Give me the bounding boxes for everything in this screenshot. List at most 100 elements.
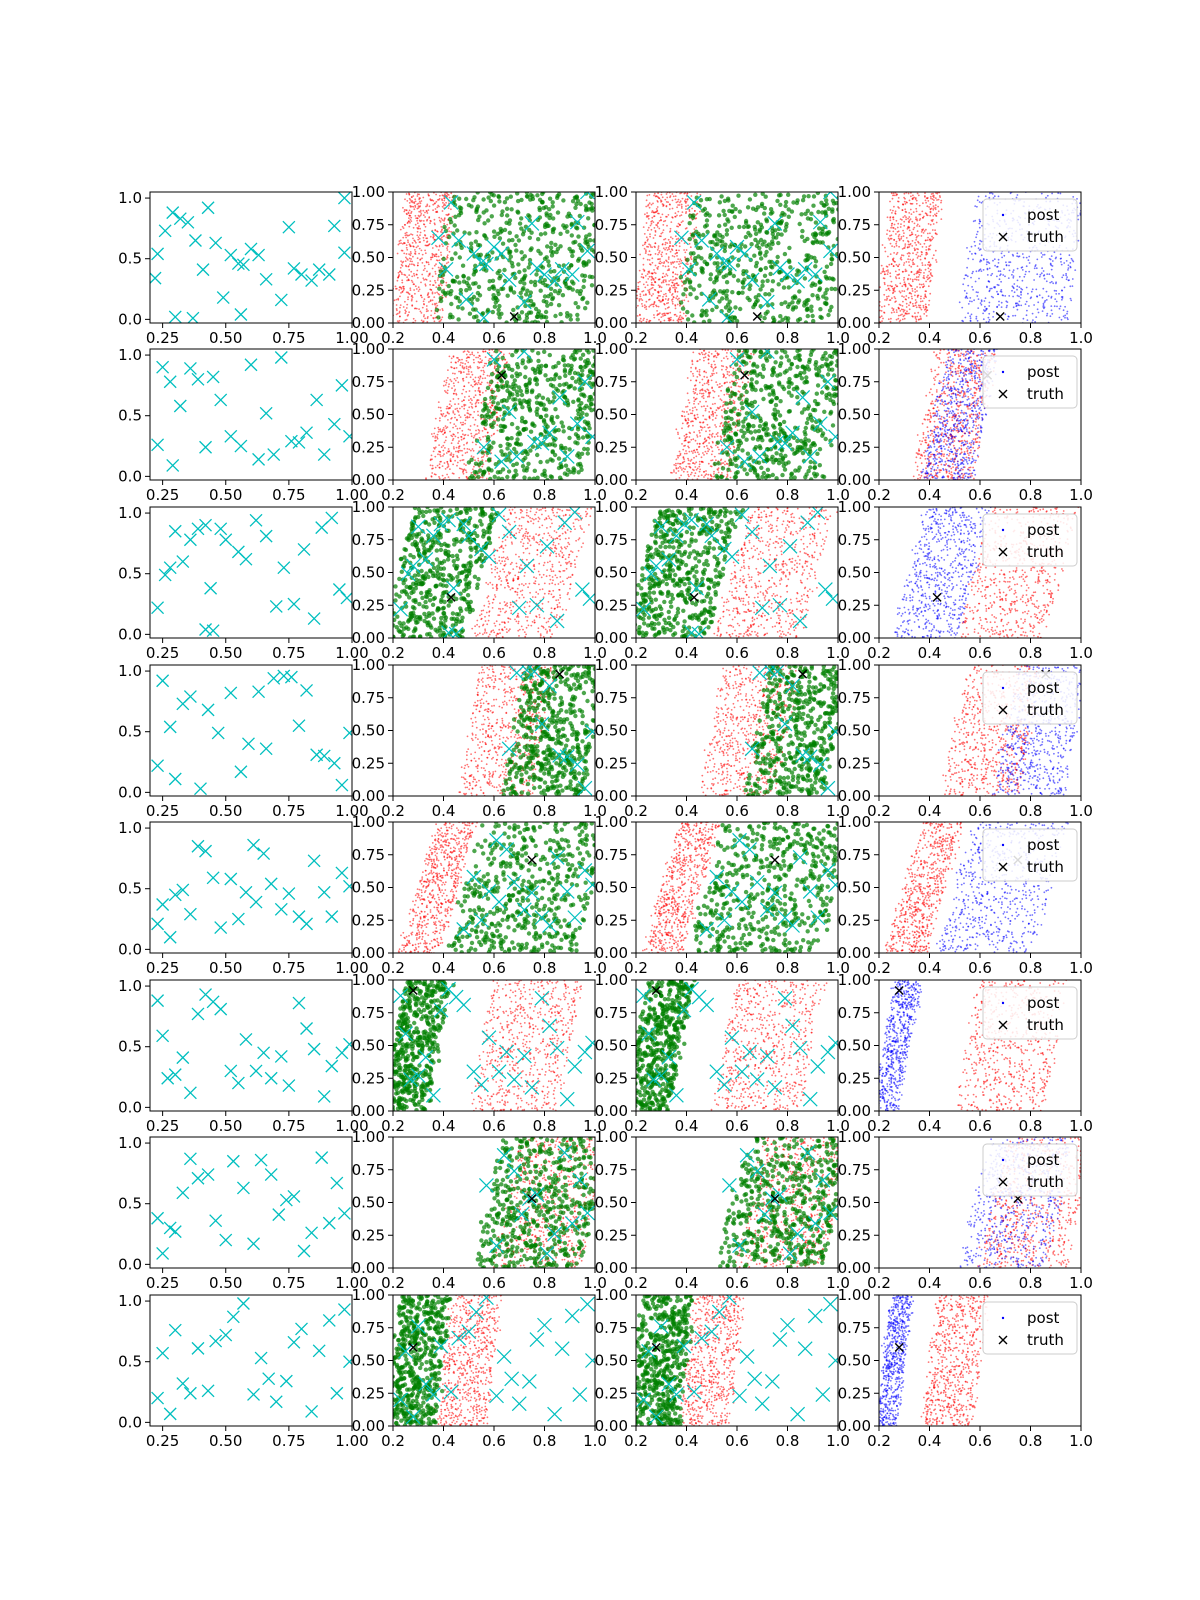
green-dot <box>722 212 727 218</box>
red-dot <box>666 242 669 245</box>
red-dot <box>886 266 889 268</box>
blue-post-dot <box>1036 258 1039 261</box>
blue-post-dot <box>1005 300 1008 303</box>
red-dot <box>919 243 922 246</box>
red-dot <box>923 242 926 245</box>
red-dot <box>488 473 490 475</box>
blue-post-dot <box>1066 310 1069 313</box>
red-dot <box>903 247 905 250</box>
green-dot <box>782 251 788 257</box>
cyan-x-marker <box>486 239 502 255</box>
red-dot <box>658 220 661 222</box>
green-dot <box>513 275 518 281</box>
green-dot <box>731 273 736 279</box>
green-dot <box>584 412 589 417</box>
green-dot <box>738 306 743 312</box>
red-dot <box>664 275 666 278</box>
green-dot <box>577 387 583 393</box>
cyan-x-marker <box>458 291 474 307</box>
green-dot <box>482 221 487 226</box>
x-tick-label: 0.4 <box>918 329 942 347</box>
red-dot <box>430 310 433 312</box>
red-dot <box>927 200 930 202</box>
red-dot <box>466 350 469 352</box>
blue-post-dot <box>1049 281 1052 284</box>
red-dot <box>903 296 905 298</box>
red-dot <box>438 428 440 431</box>
red-dot <box>887 271 889 273</box>
green-dot <box>693 238 698 244</box>
green-dot <box>515 392 520 398</box>
red-dot <box>437 431 440 433</box>
red-dot <box>922 217 924 219</box>
green-dot <box>713 276 719 281</box>
green-dot <box>729 225 734 230</box>
red-dot <box>665 312 668 315</box>
green-dot <box>701 319 707 323</box>
red-dot <box>444 415 446 418</box>
blue-post-dot <box>979 268 982 271</box>
red-dot <box>445 391 447 394</box>
x-tick-label: 0.2 <box>381 329 405 347</box>
red-dot <box>395 287 398 290</box>
green-dot <box>692 320 697 323</box>
red-dot <box>638 319 641 322</box>
red-dot <box>431 299 434 302</box>
red-dot <box>909 202 912 205</box>
green-dot <box>724 228 730 233</box>
red-dot <box>901 209 904 211</box>
red-dot <box>427 293 429 296</box>
cyan-x-marker <box>737 246 752 261</box>
cyan-x-marker <box>542 425 557 441</box>
blue-post-dot <box>988 267 991 270</box>
red-dot <box>652 305 655 308</box>
red-dot <box>882 269 885 271</box>
red-dot <box>652 303 655 306</box>
x-tick-label: 0.25 <box>146 486 179 504</box>
red-dot <box>433 218 436 221</box>
x-tick-label: 0.2 <box>867 329 891 347</box>
green-dot <box>730 315 735 320</box>
green-dot <box>552 289 558 294</box>
red-dot <box>924 308 927 310</box>
red-dot <box>676 225 678 228</box>
blue-post-dot <box>1034 264 1037 266</box>
cyan-x-marker <box>780 267 795 282</box>
red-dot <box>678 242 681 244</box>
red-dot <box>939 196 941 199</box>
red-dot <box>481 465 484 468</box>
red-dot <box>455 392 457 395</box>
cyan-x-marker <box>534 435 550 451</box>
subplot-r1-c2: 0.2 0.4 0.6 0.8 1.00.000.250.500.751.00 <box>352 183 607 347</box>
blue-post-dot <box>962 283 965 286</box>
blue-post-dot <box>971 300 973 303</box>
green-dot <box>692 271 698 277</box>
red-dot <box>901 254 903 257</box>
red-dot <box>479 361 482 363</box>
red-dot <box>437 249 440 251</box>
red-dot <box>895 233 897 235</box>
red-dot <box>400 292 402 294</box>
red-dot <box>901 313 903 316</box>
red-dot <box>915 218 917 221</box>
red-dot <box>397 276 399 279</box>
cyan-x-marker <box>151 438 165 452</box>
green-dot <box>719 309 724 314</box>
blue-post-dot <box>958 301 961 304</box>
green-dot <box>466 276 471 281</box>
red-dot <box>431 467 433 470</box>
red-dot <box>488 349 491 351</box>
red-dot <box>452 411 455 414</box>
green-dot <box>505 474 510 480</box>
red-dot <box>423 239 425 242</box>
red-dot <box>646 318 648 321</box>
red-dot <box>436 291 438 294</box>
red-dot <box>422 196 425 199</box>
red-dot <box>925 309 928 312</box>
red-dot <box>665 283 668 286</box>
green-dot <box>480 421 485 426</box>
red-dot <box>888 299 891 301</box>
red-dot <box>680 320 683 323</box>
red-dot <box>920 235 923 237</box>
red-dot <box>659 320 662 323</box>
